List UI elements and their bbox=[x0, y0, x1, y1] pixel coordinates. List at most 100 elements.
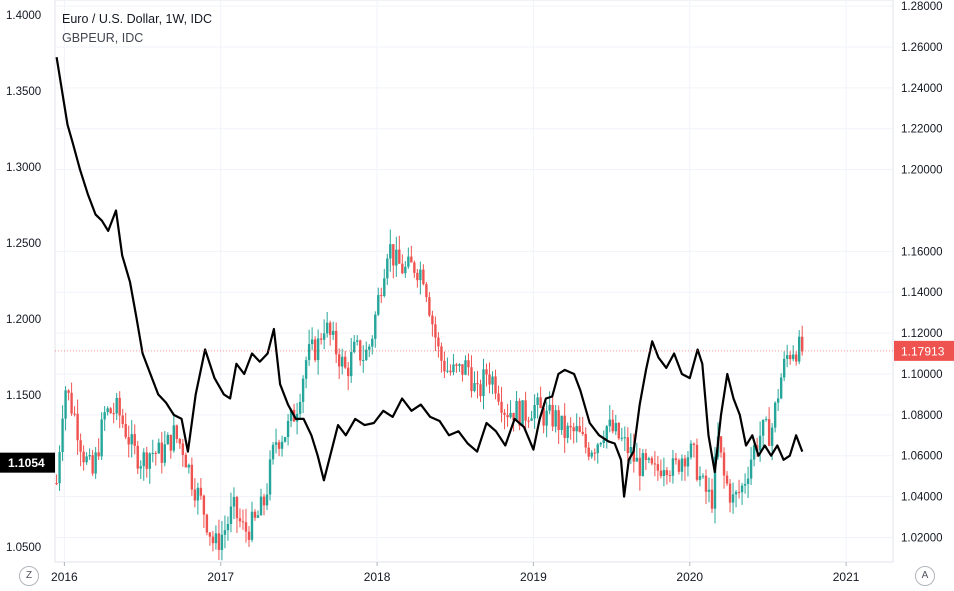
candle-body bbox=[208, 532, 212, 537]
candle-body bbox=[488, 374, 491, 385]
candle-body bbox=[115, 397, 118, 414]
candle-body bbox=[73, 413, 76, 415]
candle-body bbox=[118, 397, 121, 416]
chart-legend: Euro / U.S. Dollar, 1W, IDC GBPEUR, IDC bbox=[62, 10, 212, 48]
candle-body bbox=[229, 506, 233, 524]
candle-body bbox=[347, 367, 350, 377]
candle-body bbox=[797, 336, 801, 362]
candle-body bbox=[434, 324, 437, 338]
candle-body bbox=[527, 420, 530, 422]
candle-body bbox=[304, 360, 308, 379]
candle-body bbox=[773, 402, 777, 428]
candle-body bbox=[542, 408, 545, 426]
left-tick-label: 1.2000 bbox=[6, 314, 41, 326]
candle-body bbox=[785, 355, 789, 359]
candle-body bbox=[749, 459, 753, 479]
auto-scale-button[interactable]: A bbox=[915, 566, 935, 586]
candle-body bbox=[365, 349, 368, 361]
candle-body bbox=[674, 458, 678, 461]
candle-body bbox=[677, 460, 681, 472]
candle-body bbox=[340, 356, 344, 367]
candle-body bbox=[377, 295, 380, 315]
candle-body bbox=[491, 376, 494, 385]
candle-body bbox=[656, 464, 660, 471]
candle-body bbox=[560, 415, 563, 430]
candle-body bbox=[97, 452, 100, 457]
candle-body bbox=[310, 339, 314, 345]
candle-body bbox=[331, 330, 335, 335]
candle-body bbox=[449, 370, 452, 373]
right-tick-label: 1.20000 bbox=[901, 165, 943, 177]
candle-body bbox=[743, 484, 747, 486]
right-tick-label: 1.28000 bbox=[901, 1, 943, 13]
right-price-badge bbox=[894, 340, 954, 361]
candle-body bbox=[650, 458, 654, 464]
candle-body bbox=[389, 244, 392, 259]
legend-secondary-series[interactable]: GBPEUR, IDC bbox=[62, 31, 144, 45]
candle-body bbox=[392, 244, 395, 266]
candle-body bbox=[235, 496, 239, 519]
candle-body bbox=[313, 339, 317, 361]
plot-frame bbox=[54, 0, 894, 563]
candle-body bbox=[226, 523, 230, 531]
scale-z-button[interactable]: Z bbox=[19, 566, 39, 586]
candle-body bbox=[569, 425, 572, 428]
candle-body bbox=[386, 258, 389, 279]
candle-body bbox=[446, 370, 449, 372]
legend-main-series[interactable]: Euro / U.S. Dollar, 1W, IDC bbox=[62, 12, 213, 26]
candle-body bbox=[518, 400, 521, 426]
candle-body bbox=[362, 360, 365, 362]
candle-body bbox=[686, 457, 690, 467]
candle-body bbox=[256, 515, 260, 518]
candle-body bbox=[575, 426, 578, 432]
left-tick-label: 1.3500 bbox=[6, 86, 41, 98]
candle-body bbox=[130, 434, 133, 445]
candle-body bbox=[202, 495, 206, 515]
candle-body bbox=[764, 419, 768, 421]
candle-body bbox=[728, 483, 732, 503]
candle-body bbox=[731, 494, 735, 503]
candle-body bbox=[356, 340, 359, 342]
candle-body bbox=[455, 364, 458, 366]
candle-body bbox=[635, 457, 639, 462]
candle-body bbox=[584, 433, 587, 448]
candle-body bbox=[79, 440, 82, 452]
candle-body bbox=[343, 356, 347, 368]
candle-body bbox=[214, 533, 218, 544]
candle-body bbox=[782, 358, 786, 378]
candle-body bbox=[175, 425, 179, 439]
candle-body bbox=[482, 369, 485, 397]
candle-body bbox=[169, 434, 173, 451]
candle-body bbox=[548, 404, 551, 411]
candle-body bbox=[371, 338, 374, 347]
candle-body bbox=[788, 355, 792, 360]
right-price-axis[interactable]: 1.28000 1.26000 1.24000 1.22000 1.20000 1.160… bbox=[901, 1, 943, 544]
right-tick-label: 1.08000 bbox=[901, 410, 943, 422]
candle-body bbox=[55, 483, 58, 485]
candle-body bbox=[298, 401, 302, 414]
candle-body bbox=[265, 494, 269, 506]
candle-body bbox=[770, 427, 774, 446]
candle-body bbox=[223, 530, 227, 535]
left-price-axis[interactable]: 1.4000 1.3500 1.3000 1.2500 1.2000 1.1500 1.05… bbox=[6, 10, 41, 554]
candle-body bbox=[67, 390, 70, 393]
candle-body bbox=[196, 487, 200, 501]
candle-body bbox=[461, 364, 464, 375]
candle-body bbox=[776, 398, 780, 403]
time-axis[interactable]: 2016 2017 2018 2019 2020 2021 bbox=[51, 562, 860, 584]
candle-body bbox=[325, 322, 329, 334]
candle-body bbox=[605, 426, 608, 440]
candle-body bbox=[668, 475, 672, 477]
candle-body bbox=[431, 315, 434, 325]
candle-body bbox=[160, 442, 163, 463]
candle-body bbox=[566, 425, 569, 438]
candle-body bbox=[740, 485, 744, 493]
candle-body bbox=[322, 333, 326, 340]
candle-body bbox=[199, 487, 203, 496]
time-label: 2021 bbox=[833, 570, 860, 584]
candle-body bbox=[259, 496, 263, 516]
candle-body bbox=[587, 447, 590, 457]
candle-body bbox=[611, 419, 614, 432]
candle-body bbox=[328, 322, 332, 335]
candle-body bbox=[163, 444, 167, 463]
